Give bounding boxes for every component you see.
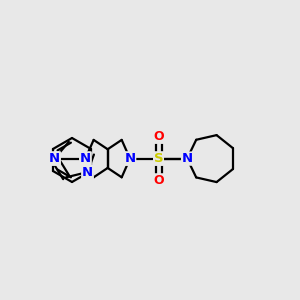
Text: N: N xyxy=(80,152,91,165)
Text: N: N xyxy=(124,152,136,165)
Text: O: O xyxy=(153,130,164,143)
Text: S: S xyxy=(154,152,164,165)
Text: N: N xyxy=(182,152,193,165)
Text: N: N xyxy=(82,166,93,178)
Text: O: O xyxy=(153,130,164,143)
Text: N: N xyxy=(49,152,60,165)
Text: O: O xyxy=(153,174,164,187)
Text: N: N xyxy=(49,152,60,165)
Text: N: N xyxy=(124,152,136,165)
Text: S: S xyxy=(154,152,164,165)
Text: N: N xyxy=(80,152,91,165)
Text: N: N xyxy=(82,166,93,178)
Text: O: O xyxy=(153,174,164,187)
